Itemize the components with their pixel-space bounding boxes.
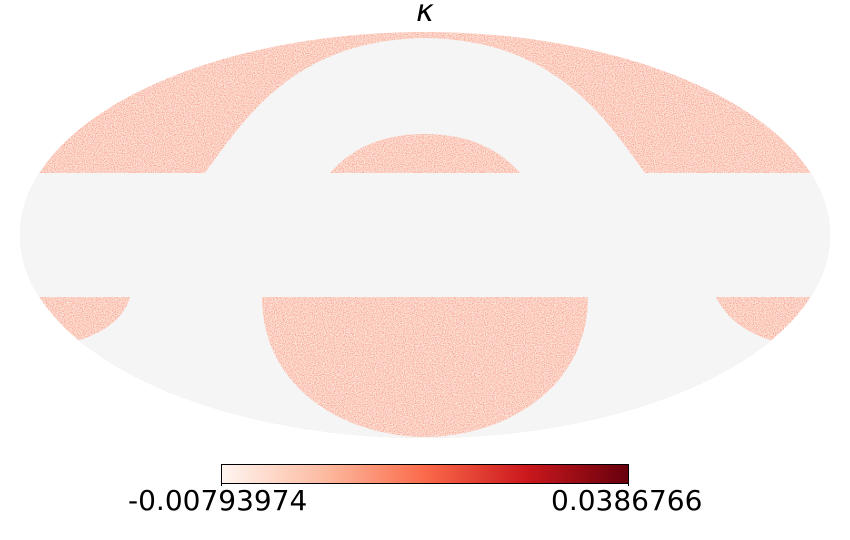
mollweide-map <box>20 32 830 438</box>
colorbar-gradient <box>221 464 629 484</box>
sky-map <box>20 32 830 438</box>
map-title: κ <box>416 0 434 29</box>
colorbar-tick-max <box>628 482 629 486</box>
colorbar <box>221 464 629 486</box>
colorbar-tick-min <box>221 482 222 486</box>
colorbar-max-label: 0.0386766 <box>551 484 703 517</box>
colorbar-min-label: -0.00793974 <box>128 484 308 517</box>
